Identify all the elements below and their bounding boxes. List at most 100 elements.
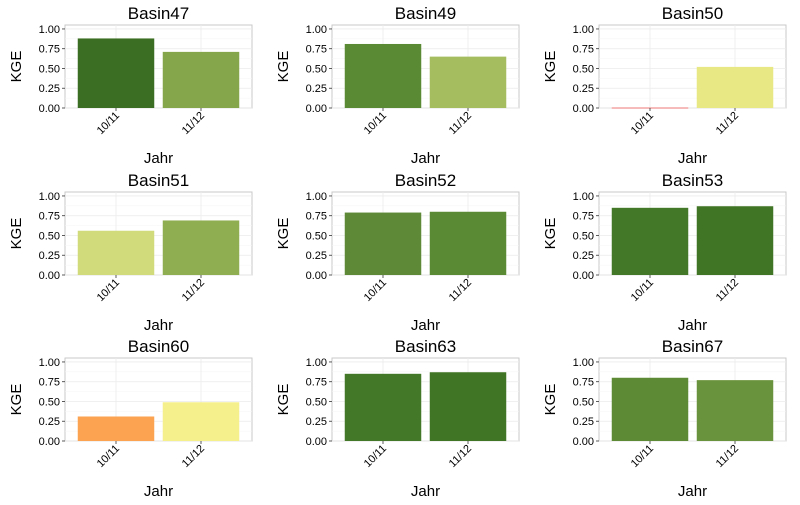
x-tick-label: 10/11 <box>362 110 389 137</box>
y-tick-label: 1.00 <box>306 357 327 369</box>
bar-10-11 <box>77 230 155 275</box>
y-axis-title: KGE <box>542 384 559 416</box>
y-tick-label: 0.50 <box>306 63 327 75</box>
x-axis-title: Jahr <box>678 483 707 500</box>
bar-10-11 <box>611 377 689 441</box>
y-axis-title: KGE <box>8 218 25 250</box>
bar-11-12 <box>429 211 507 275</box>
bar-11-12 <box>162 220 240 275</box>
y-tick-label: 1.00 <box>573 357 594 369</box>
panel-title: Basin60 <box>128 337 189 356</box>
panel-6: 0.00 0.25 0.50 0.75 1.00 10/11 11/12 Basin60 Jah… <box>8 337 253 500</box>
panel-2: 0.00 0.25 0.50 0.75 1.00 10/11 11/12 Basin50 Jah… <box>542 4 787 167</box>
y-tick-label: 1.00 <box>573 24 594 36</box>
x-tick-label: 10/11 <box>629 443 656 470</box>
y-tick-label: 0.75 <box>573 44 594 56</box>
panel-3: 0.00 0.25 0.50 0.75 1.00 10/11 11/12 Basin51 Jah… <box>8 171 253 334</box>
y-tick-label: 0.00 <box>39 436 60 448</box>
bar-10-11 <box>344 212 422 275</box>
y-tick-label: 0.50 <box>573 396 594 408</box>
bar-11-12 <box>162 51 240 108</box>
panel-title: Basin53 <box>662 171 723 190</box>
bar-10-11 <box>344 43 422 108</box>
y-axis-title: KGE <box>8 51 25 83</box>
y-axis-title: KGE <box>275 218 292 250</box>
x-tick-label: 11/12 <box>714 277 741 304</box>
bar-11-12 <box>696 206 774 275</box>
x-axis-title: Jahr <box>411 150 440 167</box>
panel-1: 0.00 0.25 0.50 0.75 1.00 10/11 11/12 Basin49 Jah… <box>275 4 520 167</box>
y-tick-label: 0.00 <box>39 103 60 115</box>
x-axis-title: Jahr <box>678 317 707 334</box>
y-tick-label: 1.00 <box>39 24 60 36</box>
x-axis-title: Jahr <box>411 483 440 500</box>
x-tick-label: 11/12 <box>447 110 474 137</box>
bar-10-11 <box>344 373 422 441</box>
x-tick-label: 11/12 <box>714 110 741 137</box>
y-tick-label: 0.50 <box>573 230 594 242</box>
panel-title: Basin50 <box>662 4 723 23</box>
y-axis-title: KGE <box>275 384 292 416</box>
y-tick-label: 1.00 <box>39 191 60 203</box>
y-tick-label: 0.75 <box>573 377 594 389</box>
y-tick-label: 0.00 <box>39 270 60 282</box>
panel-title: Basin67 <box>662 337 723 356</box>
x-tick-label: 10/11 <box>362 443 389 470</box>
x-axis-title: Jahr <box>411 317 440 334</box>
y-tick-label: 0.50 <box>306 230 327 242</box>
panel-7: 0.00 0.25 0.50 0.75 1.00 10/11 11/12 Basin63 Jah… <box>275 337 520 500</box>
y-tick-label: 0.75 <box>306 377 327 389</box>
panel-8: 0.00 0.25 0.50 0.75 1.00 10/11 11/12 Basin67 Jah… <box>542 337 787 500</box>
panel-title: Basin51 <box>128 171 189 190</box>
bar-11-12 <box>696 66 774 108</box>
y-tick-label: 1.00 <box>39 357 60 369</box>
y-tick-label: 0.25 <box>306 83 327 95</box>
panel-4: 0.00 0.25 0.50 0.75 1.00 10/11 11/12 Basin52 Jah… <box>275 171 520 334</box>
panel-title: Basin63 <box>395 337 456 356</box>
bar-11-12 <box>429 372 507 441</box>
y-tick-label: 1.00 <box>573 191 594 203</box>
bar-11-12 <box>429 56 507 108</box>
y-tick-label: 0.00 <box>306 270 327 282</box>
x-tick-label: 10/11 <box>95 110 122 137</box>
y-tick-label: 0.75 <box>573 211 594 223</box>
y-tick-label: 0.25 <box>573 83 594 95</box>
y-tick-label: 0.00 <box>306 436 327 448</box>
y-tick-label: 0.75 <box>306 211 327 223</box>
x-tick-label: 11/12 <box>180 277 207 304</box>
y-tick-label: 0.75 <box>39 211 60 223</box>
x-axis-title: Jahr <box>144 150 173 167</box>
x-tick-label: 10/11 <box>95 443 122 470</box>
bar-10-11 <box>77 38 155 108</box>
x-axis-title: Jahr <box>678 150 707 167</box>
y-tick-label: 0.25 <box>573 416 594 428</box>
panel-0: 0.00 0.25 0.50 0.75 1.00 10/11 11/12 Basin47 Jah… <box>8 4 253 167</box>
y-tick-label: 0.00 <box>573 103 594 115</box>
x-tick-label: 10/11 <box>362 277 389 304</box>
y-tick-label: 0.25 <box>306 416 327 428</box>
y-tick-label: 0.25 <box>39 250 60 262</box>
bar-11-12 <box>696 380 774 441</box>
panel-title: Basin49 <box>395 4 456 23</box>
y-tick-label: 0.25 <box>39 416 60 428</box>
y-tick-label: 0.50 <box>39 63 60 75</box>
y-tick-label: 0.25 <box>306 250 327 262</box>
y-tick-label: 0.25 <box>573 250 594 262</box>
y-tick-label: 1.00 <box>306 24 327 36</box>
x-tick-label: 10/11 <box>629 110 656 137</box>
x-tick-label: 10/11 <box>629 277 656 304</box>
y-tick-label: 0.50 <box>39 230 60 242</box>
y-tick-label: 0.00 <box>573 270 594 282</box>
panel-title: Basin52 <box>395 171 456 190</box>
bar-10-11 <box>77 416 155 441</box>
y-axis-title: KGE <box>542 218 559 250</box>
x-axis-title: Jahr <box>144 317 173 334</box>
x-tick-label: 10/11 <box>95 277 122 304</box>
x-tick-label: 11/12 <box>180 443 207 470</box>
y-tick-label: 0.75 <box>39 44 60 56</box>
panel-title: Basin47 <box>128 4 189 23</box>
y-axis-title: KGE <box>542 51 559 83</box>
bar-11-12 <box>162 402 240 441</box>
